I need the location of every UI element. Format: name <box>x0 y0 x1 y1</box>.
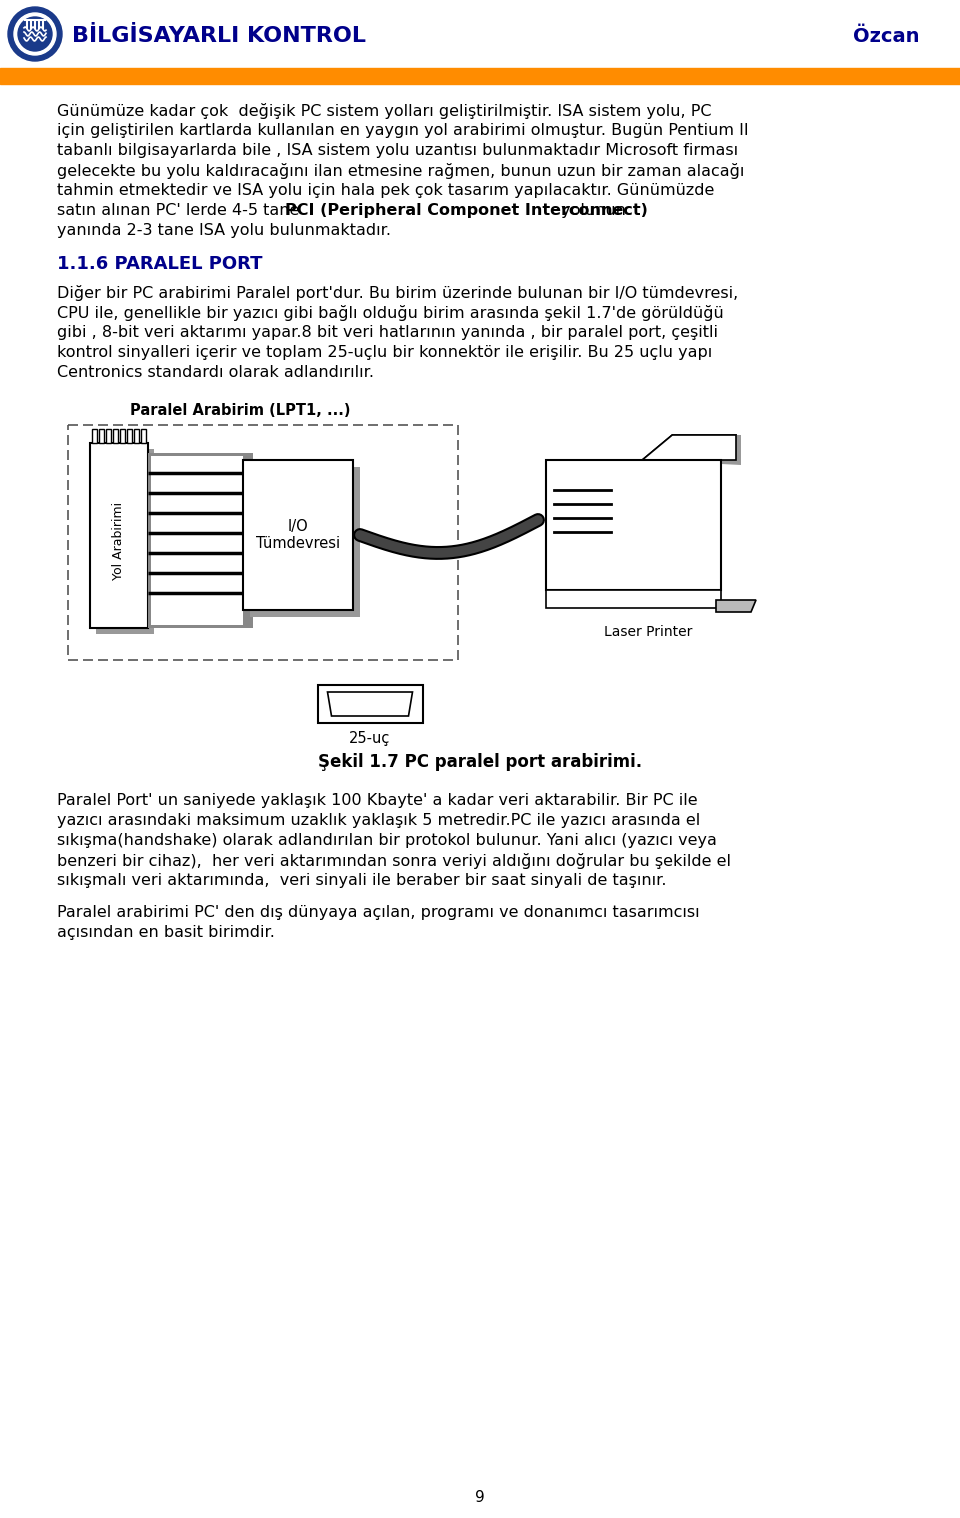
Bar <box>113 430 118 443</box>
Bar <box>106 430 111 443</box>
Text: Centronics standardı olarak adlandırılır.: Centronics standardı olarak adlandırılır… <box>57 364 374 380</box>
Text: Paralel arabirimi PC' den dış dünyaya açılan, programı ve donanımcı tasarımcısı: Paralel arabirimi PC' den dış dünyaya aç… <box>57 905 700 920</box>
Text: Paralel Port' un saniyede yaklaşık 100 Kbayte' a kadar veri aktarabilir. Bir PC : Paralel Port' un saniyede yaklaşık 100 K… <box>57 792 698 808</box>
Bar <box>250 468 360 616</box>
Text: satın alınan PC' lerde 4-5 tane: satın alınan PC' lerde 4-5 tane <box>57 203 304 219</box>
Polygon shape <box>716 600 756 612</box>
Bar <box>92 430 97 443</box>
Text: 1.1.6 PARALEL PORT: 1.1.6 PARALEL PORT <box>57 255 262 273</box>
Bar <box>90 443 148 628</box>
Bar <box>141 430 146 443</box>
Text: Yol Arabirimi: Yol Arabirimi <box>112 501 126 580</box>
Text: BİLGİSAYARLI KONTROL: BİLGİSAYARLI KONTROL <box>72 26 366 46</box>
Text: I/O
Tümdevresi: I/O Tümdevresi <box>256 519 340 551</box>
Text: açısından en basit birimdir.: açısından en basit birimdir. <box>57 924 275 940</box>
Text: Diğer bir PC arabirimi Paralel port'dur. Bu birim üzerinde bulunan bir I/O tümde: Diğer bir PC arabirimi Paralel port'dur.… <box>57 285 738 301</box>
Polygon shape <box>642 436 736 460</box>
Bar <box>546 460 721 591</box>
Polygon shape <box>642 436 741 465</box>
Bar <box>96 449 154 635</box>
Text: benzeri bir cihaz),  her veri aktarımından sonra veriyi aldığını doğrular bu şek: benzeri bir cihaz), her veri aktarımında… <box>57 853 731 868</box>
Bar <box>134 430 139 443</box>
Bar <box>127 430 132 443</box>
Text: tahmin etmektedir ve ISA yolu için hala pek çok tasarım yapılacaktır. Günümüzde: tahmin etmektedir ve ISA yolu için hala … <box>57 184 714 197</box>
Bar <box>99 430 104 443</box>
Text: 25-uç: 25-uç <box>349 732 391 745</box>
Text: CPU ile, genellikle bir yazıcı gibi bağlı olduğu birim arasında şekil 1.7'de gör: CPU ile, genellikle bir yazıcı gibi bağl… <box>57 305 724 320</box>
Text: 9: 9 <box>475 1491 485 1504</box>
Bar <box>0 68 960 83</box>
Text: sıkışma(handshake) olarak adlandırılan bir protokol bulunur. Yani alıcı (yazıcı : sıkışma(handshake) olarak adlandırılan b… <box>57 833 717 849</box>
Text: gelecekte bu yolu kaldıracağını ilan etmesine rağmen, bunun uzun bir zaman alaca: gelecekte bu yolu kaldıracağını ilan etm… <box>57 162 744 179</box>
Bar <box>151 455 243 625</box>
Text: yolunun: yolunun <box>556 203 626 219</box>
Bar <box>68 425 458 660</box>
Text: yazıcı arasındaki maksimum uzaklık yaklaşık 5 metredir.PC ile yazıcı arasında el: yazıcı arasındaki maksimum uzaklık yakla… <box>57 814 700 827</box>
Circle shape <box>14 14 56 55</box>
Text: yanında 2-3 tane ISA yolu bulunmaktadır.: yanında 2-3 tane ISA yolu bulunmaktadır. <box>57 223 391 238</box>
Bar <box>243 460 353 610</box>
Bar <box>148 452 253 628</box>
Polygon shape <box>327 692 413 716</box>
Text: Günümüze kadar çok  değişik PC sistem yolları geliştirilmiştir. ISA sistem yolu,: Günümüze kadar çok değişik PC sistem yol… <box>57 103 711 118</box>
Circle shape <box>18 17 52 52</box>
Text: Laser Printer: Laser Printer <box>604 625 693 639</box>
Bar <box>318 685 422 723</box>
Circle shape <box>8 8 62 61</box>
Text: tabanlı bilgisayarlarda bile , ISA sistem yolu uzantısı bulunmaktadır Microsoft : tabanlı bilgisayarlarda bile , ISA siste… <box>57 143 738 158</box>
Text: Şekil 1.7 PC paralel port arabirimi.: Şekil 1.7 PC paralel port arabirimi. <box>318 753 642 771</box>
Text: gibi , 8-bit veri aktarımı yapar.8 bit veri hatlarının yanında , bir paralel por: gibi , 8-bit veri aktarımı yapar.8 bit v… <box>57 325 718 340</box>
Text: Paralel Arabirim (LPT1, ...): Paralel Arabirim (LPT1, ...) <box>130 402 350 417</box>
Bar <box>120 430 125 443</box>
Text: sıkışmalı veri aktarımında,  veri sinyali ile beraber bir saat sinyali de taşını: sıkışmalı veri aktarımında, veri sinyali… <box>57 873 666 888</box>
Text: Özcan: Özcan <box>853 26 920 46</box>
Bar <box>546 591 721 609</box>
Text: kontrol sinyalleri içerir ve toplam 25-uçlu bir konnektör ile erişilir. Bu 25 uç: kontrol sinyalleri içerir ve toplam 25-u… <box>57 345 712 360</box>
Text: PCI (Peripheral Componet Interconnect): PCI (Peripheral Componet Interconnect) <box>285 203 648 219</box>
Text: için geliştirilen kartlarda kullanılan en yaygın yol arabirimi olmuştur. Bugün P: için geliştirilen kartlarda kullanılan e… <box>57 123 749 138</box>
